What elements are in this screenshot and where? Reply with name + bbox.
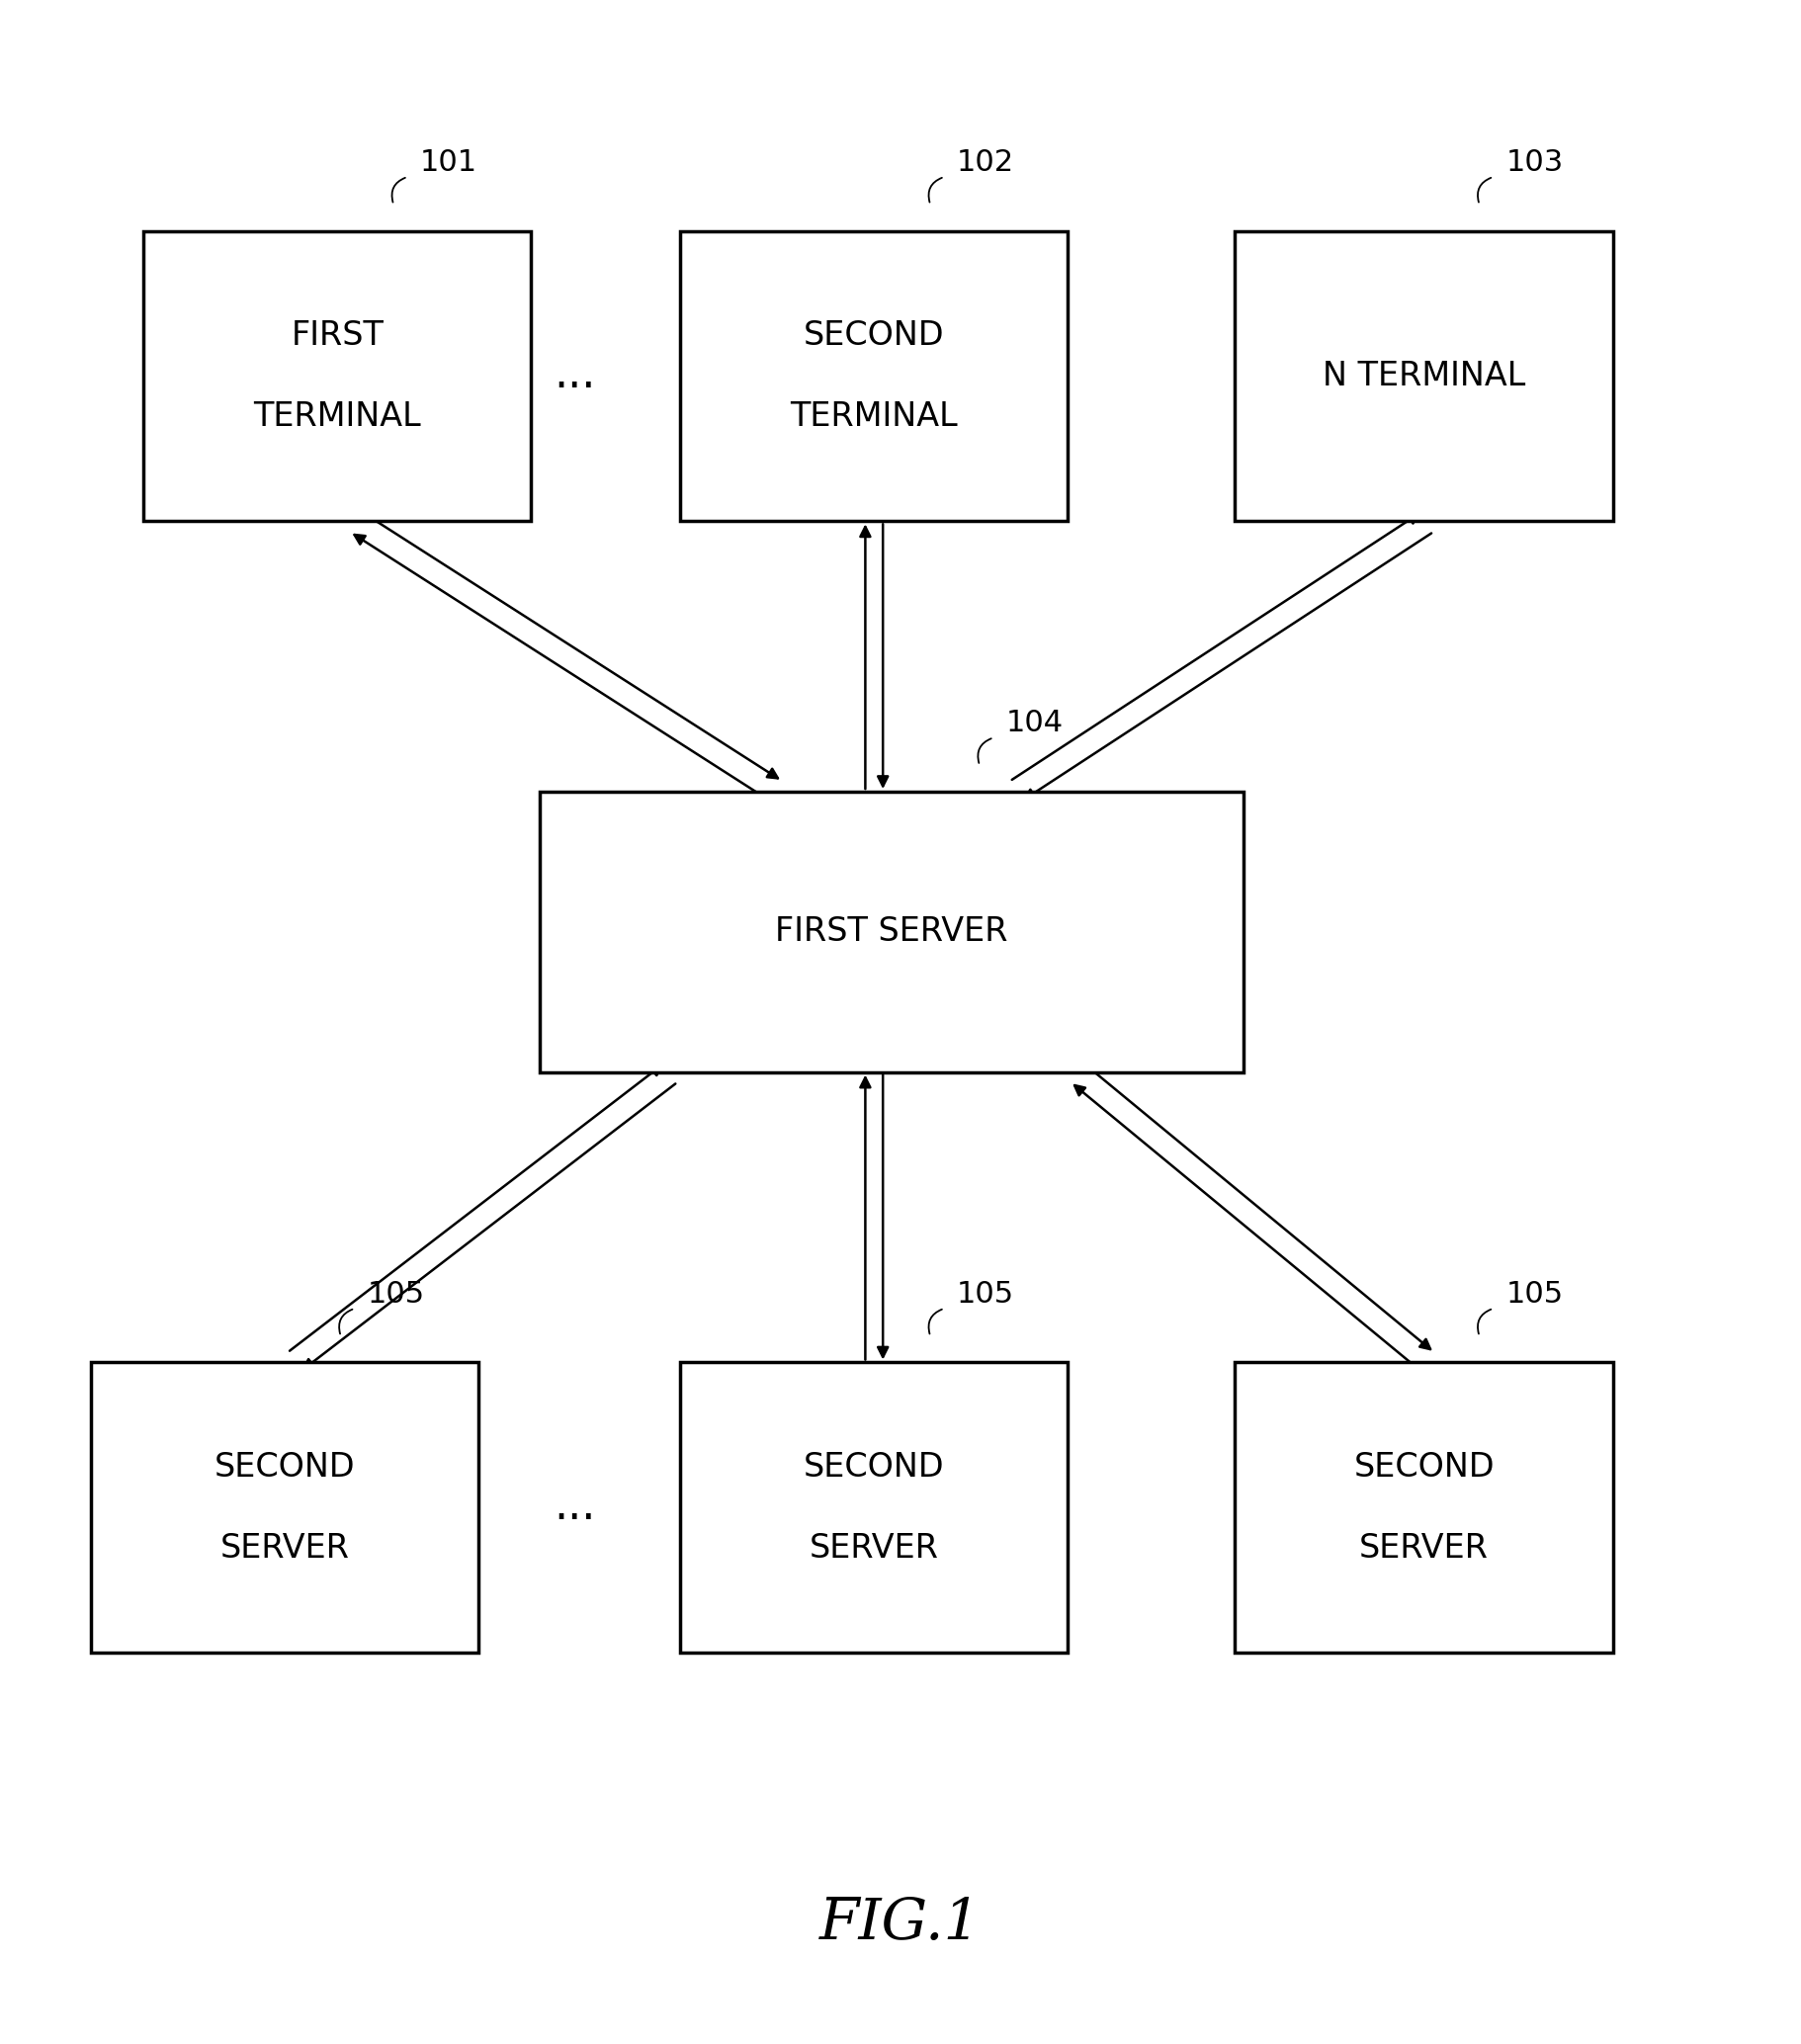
Bar <box>1235 1363 1614 1654</box>
Text: SECOND: SECOND <box>803 1451 944 1484</box>
Text: 105: 105 <box>367 1280 425 1308</box>
Text: TERMINAL: TERMINAL <box>791 401 958 433</box>
Bar <box>540 791 1244 1071</box>
Bar <box>681 231 1068 521</box>
Text: FIRST: FIRST <box>292 319 384 352</box>
Bar <box>681 1363 1068 1654</box>
Text: SERVER: SERVER <box>220 1533 349 1564</box>
Text: 104: 104 <box>1007 709 1064 738</box>
Text: ...: ... <box>555 354 596 397</box>
Text: 103: 103 <box>1506 147 1563 178</box>
Text: SECOND: SECOND <box>214 1451 355 1484</box>
Bar <box>1235 231 1614 521</box>
Bar <box>144 231 531 521</box>
Text: 105: 105 <box>956 1280 1014 1308</box>
Text: FIG.1: FIG.1 <box>819 1895 982 1952</box>
Text: FIRST SERVER: FIRST SERVER <box>774 916 1009 948</box>
Text: SECOND: SECOND <box>803 319 944 352</box>
Text: 105: 105 <box>1506 1280 1563 1308</box>
Text: N TERMINAL: N TERMINAL <box>1322 360 1525 392</box>
Text: SECOND: SECOND <box>1354 1451 1495 1484</box>
Text: TERMINAL: TERMINAL <box>254 401 421 433</box>
Text: 101: 101 <box>420 147 477 178</box>
Bar <box>92 1363 477 1654</box>
Text: SERVER: SERVER <box>809 1533 938 1564</box>
Text: SERVER: SERVER <box>1360 1533 1489 1564</box>
Text: ...: ... <box>555 1486 596 1529</box>
Text: 102: 102 <box>956 147 1014 178</box>
